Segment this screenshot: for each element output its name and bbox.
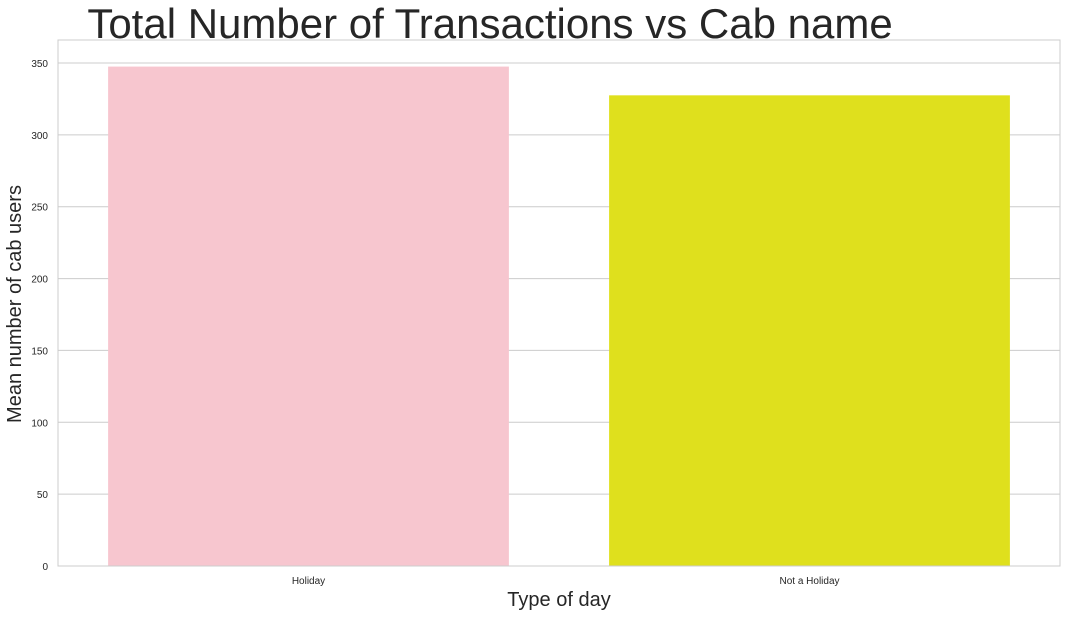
x-tick-label: Not a Holiday (779, 576, 839, 587)
x-tick-label: Holiday (292, 576, 325, 587)
y-axis-title: Mean number of cab users (4, 185, 26, 423)
y-tick-label: 200 (31, 275, 48, 286)
y-axis-ticks: 0 50 100 150 200 250 300 350 (31, 59, 48, 573)
bar-not-a-holiday (609, 95, 1010, 567)
chart-title: Total Number of Transactions vs Cab name (87, 0, 892, 47)
y-tick-label: 250 (31, 203, 48, 214)
bar-holiday (108, 66, 509, 566)
bars (108, 66, 1010, 567)
y-tick-label: 300 (31, 131, 48, 142)
y-tick-label: 100 (31, 418, 48, 429)
x-axis-title: Type of day (507, 589, 610, 611)
y-tick-label: 0 (42, 562, 48, 573)
plot-frame (57, 39, 1061, 567)
y-tick-label: 350 (31, 59, 48, 70)
y-tick-label: 50 (37, 490, 49, 501)
x-axis-ticks: Holiday Not a Holiday (292, 576, 840, 587)
y-tick-label: 150 (31, 346, 48, 357)
